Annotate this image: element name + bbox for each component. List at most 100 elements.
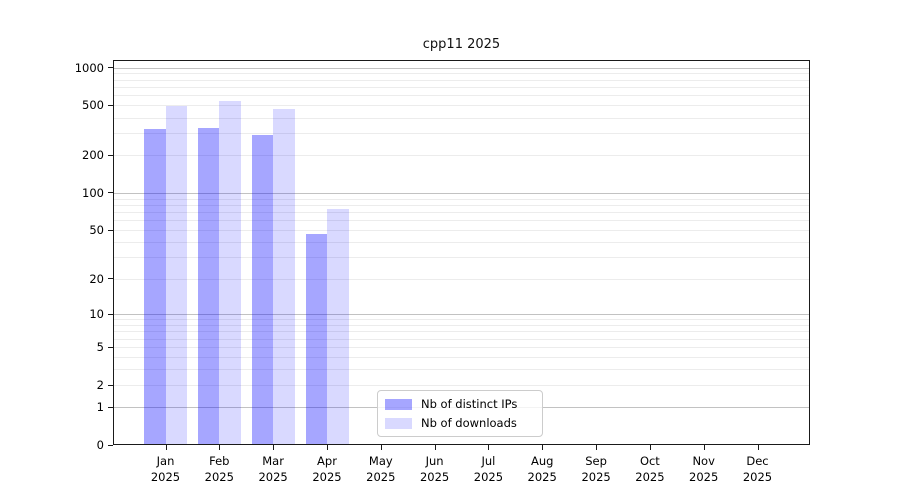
- gridline-y-100: [113, 192, 810, 194]
- bar-distinct-ips-apr: [305, 233, 327, 445]
- y-tick-label-1000: 1000: [74, 60, 104, 75]
- y-tick-100: [108, 192, 113, 194]
- y-tick-50: [108, 229, 113, 231]
- x-tick-label-aug: Aug 2025: [512, 453, 572, 485]
- legend: Nb of distinct IPs Nb of downloads: [377, 390, 543, 437]
- gridline-y-80: [113, 204, 810, 206]
- x-tick-year: 2025: [258, 470, 288, 484]
- x-tick-label-jan: Jan 2025: [136, 453, 196, 485]
- gridline-y-50: [113, 230, 810, 232]
- x-tick-month: Mar: [262, 454, 284, 468]
- x-tick-year: 2025: [689, 470, 719, 484]
- legend-label-distinct-ips: Nb of distinct IPs: [421, 397, 518, 411]
- gridline-y-1000: [113, 67, 810, 69]
- gridline-y-300: [113, 133, 810, 135]
- bar-distinct-ips-mar: [251, 135, 274, 445]
- x-tick-jun: [434, 445, 436, 450]
- x-tick-year: 2025: [419, 470, 450, 484]
- y-tick-label-100: 100: [82, 185, 104, 200]
- y-tick-200: [108, 154, 113, 156]
- gridline-y-800: [113, 79, 810, 81]
- x-tick-jul: [488, 445, 490, 450]
- y-tick-500: [108, 104, 113, 106]
- gridline-y-70: [113, 212, 810, 214]
- y-tick-1: [108, 406, 113, 408]
- x-tick-year: 2025: [473, 470, 504, 484]
- x-tick-label-may: May 2025: [351, 453, 411, 485]
- gridline-y-20: [113, 278, 810, 280]
- gridline-y-3: [113, 369, 810, 371]
- x-tick-year: 2025: [527, 470, 557, 484]
- bar-distinct-ips-feb: [197, 127, 220, 445]
- y-tick-label-2: 2: [96, 378, 104, 392]
- gridline-y-2: [113, 385, 810, 386]
- gridline-y-8: [113, 325, 810, 326]
- bar-downloads-apr: [327, 209, 349, 445]
- x-tick-year: 2025: [150, 470, 181, 484]
- x-tick-year: 2025: [312, 470, 342, 484]
- legend-swatch-downloads: [385, 417, 412, 429]
- chart-title: cpp11 2025: [422, 37, 501, 52]
- x-tick-label-feb: Feb 2025: [189, 453, 249, 485]
- y-tick-5: [108, 346, 113, 348]
- gridline-y-90: [113, 198, 810, 200]
- y-tick-label-50: 50: [89, 223, 104, 238]
- legend-swatch-distinct-ips: [385, 398, 412, 410]
- y-tick-label-20: 20: [89, 271, 104, 286]
- gridline-y-700: [113, 87, 810, 88]
- x-tick-sep: [596, 445, 598, 450]
- y-tick-2: [108, 384, 113, 386]
- bar-distinct-ips-jan: [144, 128, 166, 445]
- x-tick-dec: [757, 445, 759, 450]
- x-tick-month: Aug: [530, 454, 554, 468]
- x-tick-feb: [219, 445, 221, 450]
- y-tick-1000: [108, 67, 113, 68]
- x-tick-year: 2025: [742, 470, 773, 484]
- x-tick-month: Oct: [639, 454, 660, 468]
- bar-downloads-feb: [219, 101, 241, 445]
- x-tick-month: Jun: [425, 454, 444, 468]
- bar-downloads-jan: [165, 106, 187, 445]
- gridline-y-6: [113, 338, 810, 340]
- x-tick-month: Feb: [209, 454, 230, 468]
- gridline-y-500: [113, 105, 810, 107]
- x-tick-month: Jul: [481, 454, 496, 468]
- x-tick-month: Apr: [317, 454, 337, 468]
- plot-area: [113, 60, 810, 445]
- legend-label-downloads: Nb of downloads: [421, 416, 517, 430]
- y-tick-label-5: 5: [96, 340, 104, 355]
- y-tick-label-200: 200: [82, 148, 104, 163]
- gridline-y-600: [113, 95, 810, 97]
- x-tick-year: 2025: [635, 470, 665, 484]
- x-tick-year: 2025: [581, 470, 611, 484]
- x-tick-apr: [327, 445, 328, 450]
- gridline-y-4: [113, 357, 810, 359]
- gridline-y-60: [113, 220, 810, 222]
- gridline-y-200: [113, 155, 810, 157]
- x-tick-label-sep: Sep 2025: [566, 453, 626, 485]
- y-tick-label-10: 10: [89, 307, 104, 321]
- x-tick-year: 2025: [204, 470, 234, 484]
- gridline-y-9: [113, 319, 810, 321]
- x-tick-label-jun: Jun 2025: [405, 453, 465, 485]
- y-tick-0: [108, 444, 113, 446]
- gridline-y-30: [113, 257, 810, 259]
- x-tick-year: 2025: [366, 470, 396, 484]
- x-tick-month: Nov: [692, 454, 715, 468]
- x-tick-oct: [649, 445, 651, 450]
- gridline-y-900: [113, 73, 810, 75]
- x-tick-mar: [273, 445, 275, 450]
- x-tick-month: Dec: [746, 454, 769, 468]
- bar-downloads-mar: [273, 108, 295, 445]
- y-tick-20: [108, 278, 113, 280]
- x-tick-month: May: [368, 454, 393, 468]
- x-tick-label-apr: Apr 2025: [297, 453, 357, 485]
- y-tick-10: [108, 313, 113, 315]
- gridline-y-5: [113, 347, 810, 349]
- x-tick-aug: [542, 445, 544, 450]
- x-tick-label-jul: Jul 2025: [458, 453, 518, 485]
- x-tick-label-mar: Mar 2025: [243, 453, 303, 485]
- x-tick-month: Sep: [585, 454, 607, 468]
- gridline-y-10: [113, 314, 810, 315]
